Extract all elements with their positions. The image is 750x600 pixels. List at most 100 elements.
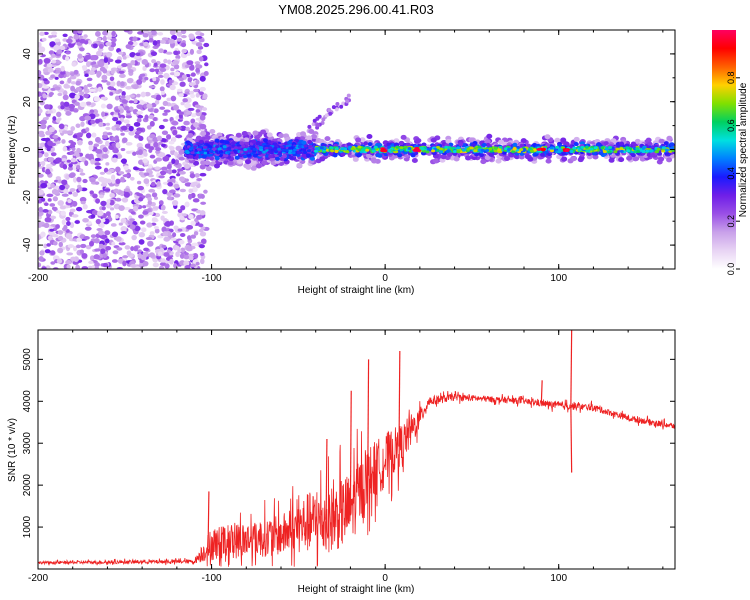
heatmap-cell [456,146,461,150]
heatmap-cell [166,196,173,201]
heatmap-cell [121,95,126,99]
heatmap-cell [111,241,116,246]
y-tick-label: 3000 [22,432,33,455]
heatmap-cell [202,93,208,99]
heatmap-cell [104,188,111,192]
heatmap-cell [615,147,620,151]
heatmap-cell [195,261,200,266]
heatmap-cell [299,131,306,137]
heatmap-cell [91,61,97,65]
heatmap-cell [62,94,69,101]
heatmap-cell [235,132,242,138]
heatmap-cell [334,107,339,112]
heatmap-cell [382,149,388,153]
heatmap-cell [65,184,70,189]
heatmap-cell [193,88,199,93]
heatmap-cell [120,176,125,183]
heatmap-cell [116,247,123,251]
heatmap-cell [149,146,155,151]
heatmap-cell [485,149,490,153]
heatmap-cell [257,151,262,155]
heatmap-cell [179,188,187,193]
heatmap-cell [75,123,81,128]
heatmap-cell [188,188,194,194]
heatmap-cell [670,146,675,150]
heatmap-cell [456,150,461,154]
heatmap-cell [93,96,101,102]
heatmap-cell [181,34,187,39]
heatmap-cell [100,200,107,207]
heatmap-cell [196,177,203,182]
heatmap-cell [147,200,153,205]
heatmap-cell [199,123,207,130]
heatmap-cell [144,76,149,81]
heatmap-cell [305,153,311,158]
heatmap-cell [495,158,502,164]
heatmap-cell [159,39,166,44]
heatmap-cell [92,193,98,199]
heatmap-cell [195,79,200,85]
snr-ylabel: SNR (10 * v/v) [7,418,18,482]
heatmap-cell [83,93,89,99]
heatmap-cell [445,149,450,153]
snr-spike [207,491,210,548]
heatmap-cell [90,158,95,165]
heatmap-cell [277,147,282,151]
heatmap-cell [296,151,301,155]
heatmap-cell [555,145,560,149]
heatmap-cell [332,153,338,158]
heatmap-cell [97,61,105,68]
heatmap-cell [447,145,452,149]
heatmap-cell [170,67,175,72]
heatmap-cell [480,148,485,152]
heatmap-cell [635,147,640,151]
heatmap-cell [217,147,222,151]
heatmap-cell [137,249,142,253]
heatmap-cell [54,86,61,91]
heatmap-cell [194,61,201,65]
heatmap-cell [189,90,195,95]
heatmap-cell [339,104,344,109]
heatmap-cell [88,265,93,269]
heatmap-cell [239,141,245,146]
heatmap-cell [274,150,279,154]
heatmap-cell [57,92,63,97]
heatmap-cell [205,166,212,172]
heatmap-cell [162,189,168,195]
heatmap-cell [169,146,175,151]
heatmap-cell [452,149,457,153]
heatmap-cell [209,161,216,167]
heatmap-cell [86,61,91,68]
heatmap-cell [76,176,82,183]
heatmap-cell [68,191,73,195]
heatmap-cell [192,145,197,149]
heatmap-cell [75,206,83,212]
heatmap-cell [178,239,185,245]
heatmap-cell [448,142,454,147]
heatmap-cell [209,128,216,134]
heatmap-cell [131,234,137,241]
heatmap-cell [101,206,106,211]
heatmap-cell [251,139,257,144]
heatmap-cell [77,30,83,34]
heatmap-cell [58,123,65,130]
snr-line [38,390,675,567]
heatmap-cell [42,93,47,99]
heatmap-cell [465,155,472,161]
heatmap-cell [68,103,76,109]
heatmap-cell [103,57,109,64]
heatmap-cell [68,163,73,168]
heatmap-cell [142,65,147,71]
heatmap-cell [113,113,119,119]
heatmap-cell [519,143,525,148]
heatmap-cell [168,140,175,145]
heatmap-cell [125,150,132,155]
heatmap-cell [473,149,478,153]
heatmap-cell [115,178,121,185]
heatmap-cell [43,222,50,229]
heatmap-cell [136,180,142,185]
heatmap-cell [52,206,58,212]
colorbar-tick-label: 0.0 [726,263,736,276]
heatmap-cell [57,230,64,235]
heatmap-cell [157,71,164,75]
